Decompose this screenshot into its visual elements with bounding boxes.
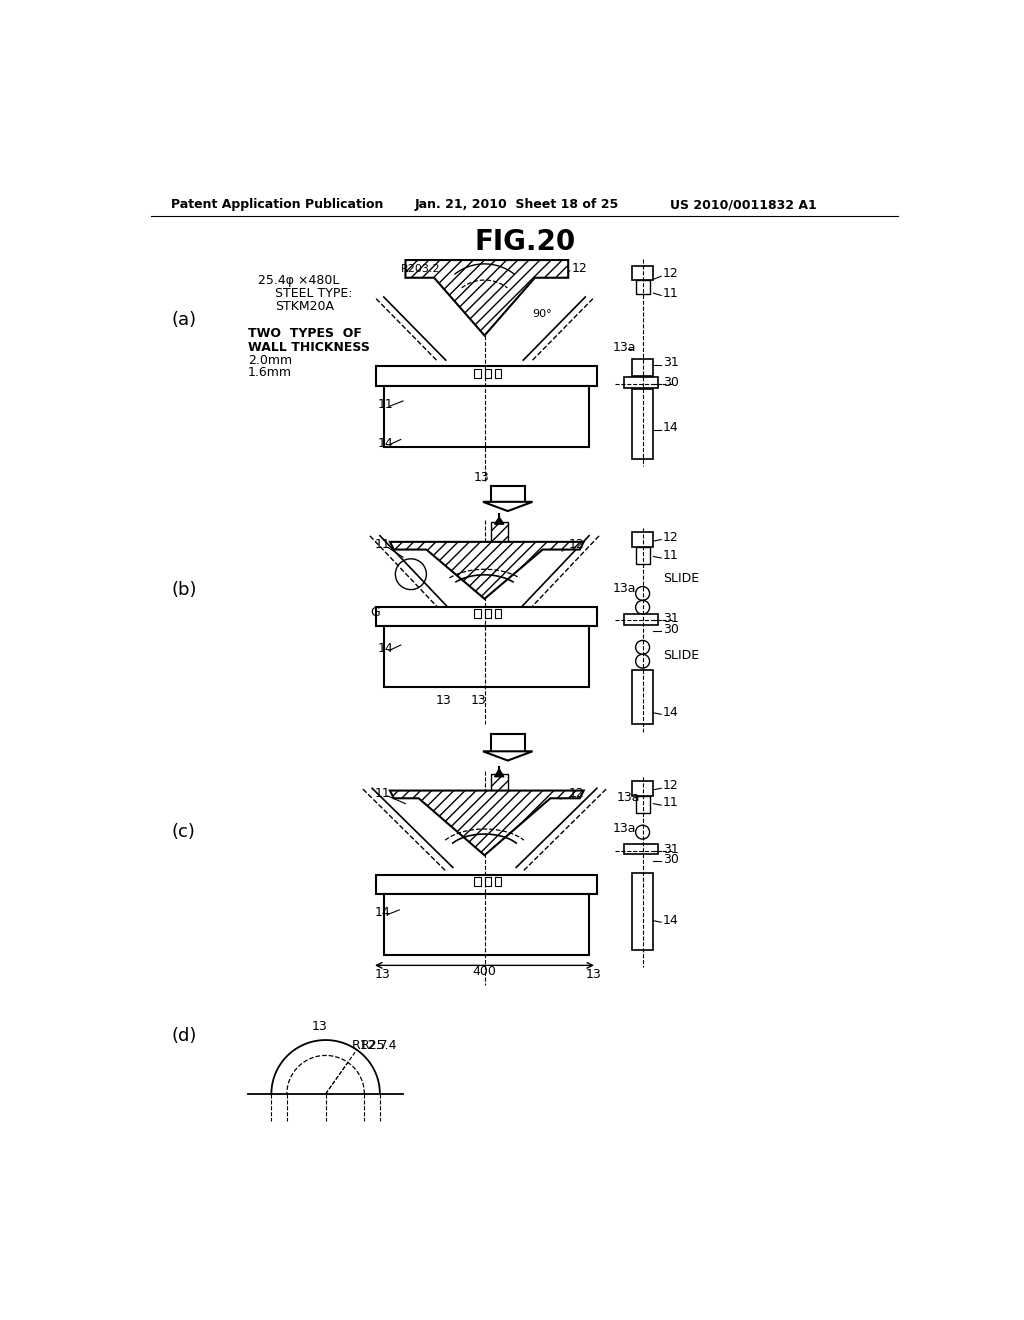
Text: SLIDE: SLIDE	[663, 572, 698, 585]
Text: 13: 13	[375, 968, 390, 981]
Text: 13a: 13a	[613, 341, 637, 354]
Text: 13: 13	[586, 968, 601, 981]
Text: 12: 12	[571, 261, 587, 275]
Polygon shape	[390, 543, 584, 599]
Text: 13a: 13a	[613, 582, 637, 594]
Text: 11: 11	[375, 787, 390, 800]
Text: 13: 13	[311, 1019, 328, 1032]
Text: 14: 14	[663, 915, 679, 927]
Bar	[384, 385, 589, 447]
Bar	[474, 368, 480, 378]
Bar	[632, 389, 653, 459]
Bar	[484, 368, 490, 378]
Text: 1.6mm: 1.6mm	[248, 366, 292, 379]
Text: 12: 12	[568, 539, 584, 552]
Text: US 2010/0011832 A1: US 2010/0011832 A1	[671, 198, 817, 211]
Text: Jan. 21, 2010  Sheet 18 of 25: Jan. 21, 2010 Sheet 18 of 25	[415, 198, 618, 211]
Text: 13: 13	[474, 471, 489, 484]
Text: 400: 400	[472, 965, 497, 978]
Bar	[636, 548, 649, 564]
Text: 31: 31	[663, 842, 679, 855]
Text: 30: 30	[663, 376, 679, 389]
Text: 12: 12	[663, 268, 679, 280]
Text: 25.4φ ×480L: 25.4φ ×480L	[258, 273, 340, 286]
Text: (a): (a)	[171, 312, 197, 329]
Text: 2.0mm: 2.0mm	[248, 354, 292, 367]
Text: 13: 13	[435, 694, 452, 708]
Bar	[376, 875, 597, 894]
Bar	[484, 609, 490, 618]
Text: 11: 11	[663, 549, 679, 562]
Text: 30: 30	[663, 623, 679, 636]
Text: 13a: 13a	[616, 791, 640, 804]
Text: STKM20A: STKM20A	[275, 300, 334, 313]
Bar	[632, 532, 653, 548]
Bar	[495, 876, 501, 886]
Bar	[474, 876, 480, 886]
Text: 14: 14	[378, 643, 393, 656]
Text: (b): (b)	[171, 581, 197, 598]
Text: FIG.20: FIG.20	[474, 227, 575, 256]
Polygon shape	[483, 751, 532, 760]
Text: 14: 14	[663, 421, 679, 434]
Bar	[484, 876, 490, 886]
Text: 31: 31	[663, 612, 679, 626]
Text: TWO  TYPES  OF: TWO TYPES OF	[248, 327, 362, 341]
Text: Patent Application Publication: Patent Application Publication	[171, 198, 383, 211]
Text: 11: 11	[663, 796, 679, 809]
Text: (d): (d)	[171, 1027, 197, 1045]
Text: 12: 12	[663, 779, 679, 792]
Text: WALL THICKNESS: WALL THICKNESS	[248, 341, 370, 354]
Bar	[624, 378, 658, 388]
Bar	[490, 775, 508, 792]
Bar	[624, 843, 658, 854]
Text: 14: 14	[375, 907, 390, 920]
Bar	[632, 671, 653, 725]
Text: 12: 12	[568, 787, 584, 800]
Text: (c): (c)	[172, 824, 196, 841]
Bar	[376, 367, 597, 385]
Bar	[474, 609, 480, 618]
Text: 12: 12	[663, 531, 679, 544]
Text: 30: 30	[663, 853, 679, 866]
Polygon shape	[483, 502, 532, 511]
Bar	[495, 609, 501, 618]
Bar	[624, 614, 658, 626]
Text: 90°: 90°	[532, 309, 552, 319]
Polygon shape	[406, 260, 568, 335]
Bar	[632, 873, 653, 950]
Text: G: G	[371, 606, 380, 619]
Bar	[490, 521, 508, 543]
Bar	[632, 359, 653, 376]
Text: R12.7: R12.7	[351, 1039, 388, 1052]
Text: 13a: 13a	[613, 822, 637, 834]
Polygon shape	[495, 517, 504, 524]
Bar	[632, 780, 653, 796]
Bar	[384, 626, 589, 688]
Bar	[636, 280, 649, 294]
Text: 11: 11	[375, 539, 390, 552]
Polygon shape	[390, 791, 584, 855]
Text: 13: 13	[471, 694, 486, 708]
Text: R203.2: R203.2	[400, 264, 440, 273]
Bar	[376, 607, 597, 626]
Bar	[495, 368, 501, 378]
Text: 31: 31	[663, 356, 679, 370]
Text: STEEL TYPE:: STEEL TYPE:	[275, 286, 352, 300]
Bar	[384, 894, 589, 956]
Text: 14: 14	[663, 706, 679, 719]
Text: 11: 11	[663, 286, 679, 300]
Bar	[632, 267, 653, 280]
Text: 14: 14	[378, 437, 393, 450]
Text: R25.4: R25.4	[360, 1039, 397, 1052]
Text: SLIDE: SLIDE	[663, 648, 698, 661]
Polygon shape	[495, 770, 504, 776]
Text: 11: 11	[378, 399, 393, 412]
Bar	[636, 796, 649, 813]
